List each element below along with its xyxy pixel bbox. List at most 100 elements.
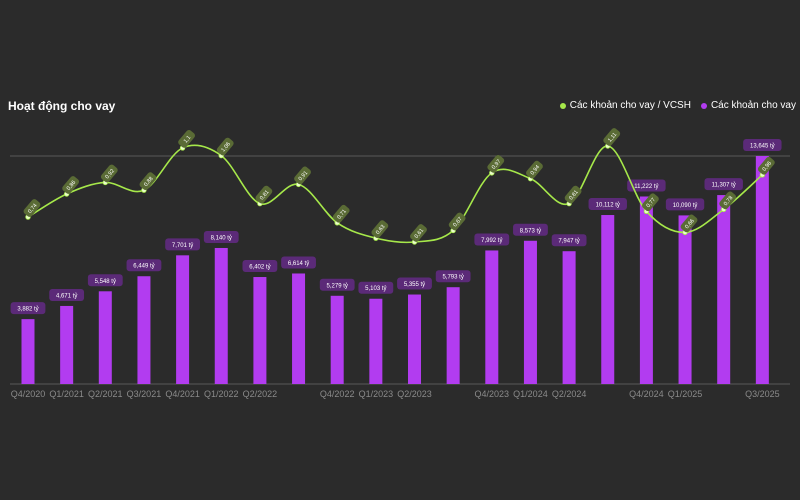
x-tick-label-4: Q4/2021: [165, 389, 200, 399]
ratio-label-group-8: 0,71: [332, 204, 350, 223]
legend-label-ratio: Các khoản cho vay / VCSH: [569, 100, 691, 111]
ratio-label-8: 0,71: [336, 209, 347, 221]
bar-15: [601, 215, 615, 384]
ratio-label-bg-14: [564, 185, 582, 204]
ratio-label-13: 0,94: [530, 164, 541, 176]
bar-label-2: 5,548 tỷ: [95, 278, 116, 285]
legend-item-loans[interactable]: Các khoản cho vay: [700, 100, 796, 111]
bar-label-7: 6,614 tỷ: [288, 260, 309, 267]
x-tick-label-10: Q2/2023: [397, 389, 432, 399]
bar-14: [562, 251, 576, 384]
ratio-label-group-0: 0,74: [23, 199, 41, 217]
ratio-label-bg-17: [680, 214, 698, 233]
ratio-label-6: 0,81: [259, 189, 270, 201]
legend-dot-loans-icon: [700, 102, 707, 109]
ratio-label-0: 0,74: [27, 203, 38, 215]
bar-label-bg-7: [281, 256, 316, 269]
ratio-label-group-9: 0,63: [371, 220, 389, 239]
bar-label-bg-10: [397, 277, 432, 290]
bar-19: [755, 156, 769, 384]
ratio-label-group-15: 1,11: [603, 128, 621, 146]
bar-label-bg-8: [319, 278, 355, 291]
ratio-label-14: 0,81: [568, 189, 579, 201]
x-tick-label-8: Q4/2022: [320, 389, 355, 399]
bar-9: [369, 298, 383, 384]
legend: Các khoản cho vay / VCSH Các khoản cho v…: [559, 100, 796, 111]
bar-label-bg-14: [551, 234, 587, 247]
ratio-label-group-4: 1,1: [178, 130, 195, 148]
ratio-label-group-18: 0,78: [719, 191, 737, 210]
bar-label-bg-18: [704, 178, 743, 191]
bar-label-bg-16: [627, 179, 666, 192]
ratio-label-bg-6: [255, 185, 273, 204]
ratio-label-15: 1,11: [607, 132, 618, 144]
bar-label-1: 4,671 tỷ: [56, 292, 77, 299]
x-tick-label-3: Q3/2021: [127, 389, 162, 399]
ratio-label-bg-8: [332, 204, 350, 223]
ratio-label-17: 0,66: [684, 218, 695, 230]
bar-10: [408, 294, 421, 384]
x-tick-label-2: Q2/2021: [88, 389, 123, 399]
ratio-label-16: 0,77: [646, 197, 657, 209]
bar-17: [678, 215, 692, 384]
bar-1: [60, 305, 74, 384]
ratio-label-group-2: 0,92: [100, 164, 118, 183]
bar-label-bg-3: [126, 259, 162, 272]
bar-label-3: 6,449 tỷ: [133, 263, 154, 270]
bar-label-bg-5: [203, 230, 239, 243]
ratio-label-bg-9: [371, 220, 389, 239]
ratio-label-group-13: 0,94: [526, 160, 543, 179]
bar-label-15: 10,112 tỷ: [596, 202, 620, 209]
bar-label-bg-15: [588, 198, 627, 211]
bar-label-0: 3,882 tỷ: [17, 306, 38, 313]
legend-item-ratio[interactable]: Các khoản cho vay / VCSH: [559, 100, 691, 111]
x-tick-label-19: Q3/2025: [745, 389, 780, 399]
bar-label-8: 5,279 tỷ: [327, 282, 348, 289]
bar-label-18: 11,307 tỷ: [712, 182, 736, 189]
bar-label-bg-1: [49, 288, 85, 301]
bar-label-bg-0: [10, 302, 46, 315]
bar-12: [485, 250, 499, 384]
bar-label-17: 10,090 tỷ: [673, 202, 698, 209]
ratio-label-bg-10: [410, 224, 427, 242]
bar-label-14: 7,947 tỷ: [558, 238, 579, 245]
chart-title: Hoạt động cho vay: [8, 99, 116, 113]
ratio-label-bg-12: [487, 154, 505, 173]
bar-label-19: 13,645 tỷ: [750, 143, 775, 150]
x-tick-label-6: Q2/2022: [243, 389, 278, 399]
bar-3: [137, 276, 151, 384]
ratio-label-group-6: 0,81: [255, 185, 273, 204]
ratio-label-group-3: 0,88: [139, 172, 157, 191]
bar-16: [639, 196, 653, 384]
bar-label-bg-17: [665, 198, 705, 211]
bar-label-10: 5,355 tỷ: [404, 281, 425, 288]
ratio-label-group-17: 0,66: [680, 214, 698, 233]
bar-label-bg-13: [513, 223, 548, 236]
ratio-label-bg-0: [23, 199, 41, 217]
bar-label-bg-19: [743, 139, 782, 151]
bar-label-bg-11: [435, 270, 471, 283]
ratio-label-bg-3: [139, 172, 157, 191]
x-tick-label-16: Q4/2024: [629, 389, 664, 399]
bar-label-bg-6: [242, 260, 278, 273]
bar-5: [214, 247, 228, 384]
ratio-label-bg-5: [216, 137, 234, 156]
ratio-label-1: 0,86: [66, 180, 77, 192]
ratio-label-3: 0,88: [143, 176, 154, 188]
ratio-label-bg-11: [448, 212, 466, 231]
bar-label-bg-9: [358, 281, 394, 294]
ratio-label-group-14: 0,81: [564, 185, 582, 204]
ratio-label-12: 0,97: [491, 159, 502, 171]
x-tick-label-14: Q2/2024: [552, 389, 587, 399]
bar-6: [253, 277, 267, 384]
bar-label-4: 7,701 tỷ: [172, 242, 193, 249]
ratio-label-4: 1,1: [183, 135, 193, 145]
ratio-label-5: 1,06: [220, 141, 231, 153]
bar-0: [21, 319, 35, 384]
bar-label-bg-12: [474, 233, 510, 246]
bar-4: [176, 255, 190, 384]
ratio-label-group-16: 0,77: [642, 193, 659, 212]
ratio-label-2: 0,92: [104, 168, 115, 180]
bar-label-13: 8,573 tỷ: [520, 227, 541, 234]
